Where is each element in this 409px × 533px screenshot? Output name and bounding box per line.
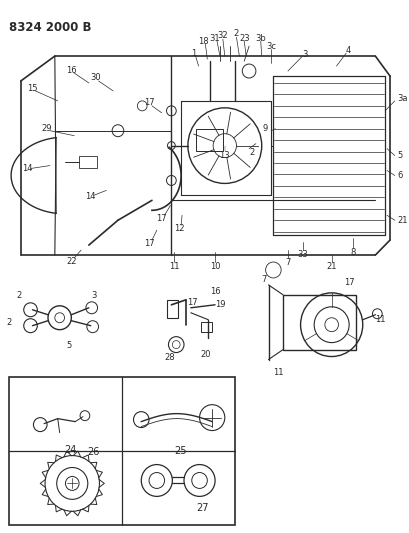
Text: 17: 17 (343, 278, 354, 287)
Text: 12: 12 (173, 224, 184, 233)
Text: 28: 28 (164, 353, 174, 362)
Text: 24: 24 (64, 446, 76, 456)
Text: 11: 11 (272, 368, 283, 377)
Text: 3b: 3b (255, 34, 265, 43)
Text: 11: 11 (374, 315, 384, 324)
Text: 4: 4 (345, 46, 350, 55)
Bar (200, 322, 212, 332)
Bar (282, 295, 355, 350)
Bar (9, 377, 234, 524)
Text: 17: 17 (144, 99, 154, 107)
Text: 1: 1 (191, 49, 196, 58)
Text: 3a: 3a (397, 94, 407, 103)
Text: 5: 5 (397, 151, 402, 160)
Bar (195, 129, 222, 151)
Text: 21: 21 (397, 216, 407, 225)
Text: 32: 32 (217, 31, 228, 40)
Text: 3: 3 (302, 50, 308, 59)
Text: 19: 19 (214, 300, 225, 309)
Text: 7: 7 (285, 257, 290, 266)
Text: 30: 30 (90, 74, 101, 83)
Text: 18: 18 (198, 37, 208, 46)
Text: 29: 29 (42, 124, 52, 133)
Text: 15: 15 (27, 84, 38, 93)
Text: 2: 2 (16, 292, 21, 301)
Text: 20: 20 (200, 350, 210, 359)
Text: 2: 2 (7, 318, 12, 327)
Text: 31: 31 (208, 34, 219, 43)
Text: 16: 16 (209, 287, 220, 296)
Text: 8324 2000 B: 8324 2000 B (9, 21, 92, 34)
Text: 16: 16 (66, 66, 76, 75)
Text: 2: 2 (233, 29, 238, 38)
Text: 9: 9 (262, 124, 267, 133)
Text: 22: 22 (66, 256, 76, 265)
Text: 3: 3 (91, 292, 96, 301)
Text: 17: 17 (156, 214, 166, 223)
Text: 33: 33 (297, 249, 307, 259)
Text: 14: 14 (22, 164, 33, 173)
Text: 17: 17 (144, 239, 154, 248)
Text: 2: 2 (249, 148, 254, 157)
Bar (166, 300, 178, 318)
Text: 23: 23 (238, 34, 249, 43)
Text: 21: 21 (326, 262, 336, 271)
Text: 7: 7 (261, 276, 266, 285)
Bar (79, 156, 97, 167)
Text: 25: 25 (173, 447, 186, 456)
Text: 13: 13 (219, 151, 229, 160)
Text: 10: 10 (209, 262, 220, 271)
Text: 17: 17 (187, 298, 198, 308)
Text: 8: 8 (350, 247, 355, 256)
Text: 3c: 3c (266, 42, 276, 51)
Text: 14: 14 (85, 192, 96, 201)
Text: 26: 26 (87, 447, 99, 457)
Text: 11: 11 (169, 262, 179, 271)
Text: 27: 27 (196, 503, 208, 513)
Text: 5: 5 (67, 341, 72, 350)
Text: 6: 6 (397, 171, 402, 180)
